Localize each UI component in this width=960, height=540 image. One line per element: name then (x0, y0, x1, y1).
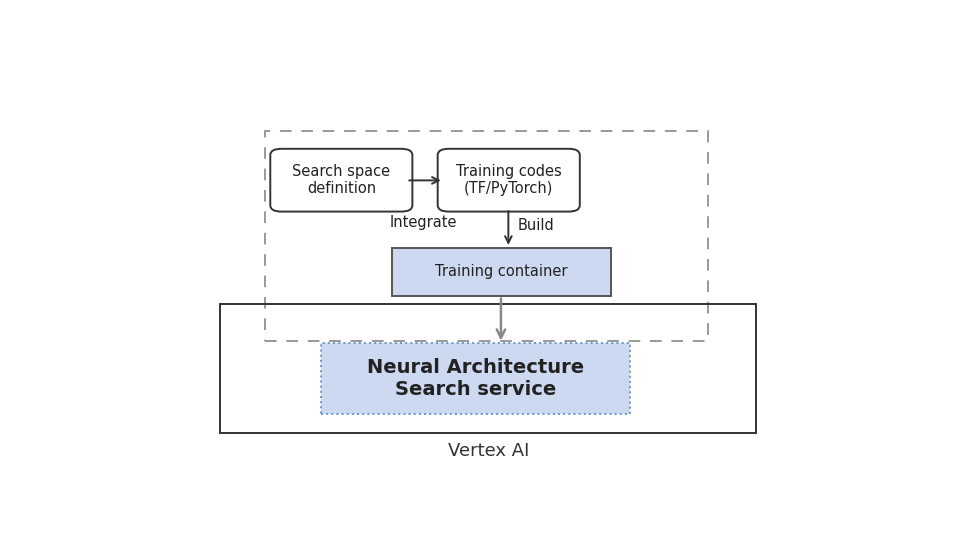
Text: Vertex AI: Vertex AI (447, 442, 529, 460)
Text: Training codes
(TF/PyTorch): Training codes (TF/PyTorch) (456, 164, 562, 197)
Text: Training container: Training container (435, 264, 567, 279)
Text: Search space
definition: Search space definition (292, 164, 391, 197)
FancyBboxPatch shape (438, 149, 580, 212)
Text: Integrate: Integrate (390, 215, 457, 231)
FancyBboxPatch shape (392, 248, 611, 295)
FancyBboxPatch shape (321, 343, 630, 414)
FancyBboxPatch shape (271, 149, 413, 212)
Text: Neural Architecture
Search service: Neural Architecture Search service (367, 358, 584, 399)
Text: Build: Build (518, 218, 555, 233)
